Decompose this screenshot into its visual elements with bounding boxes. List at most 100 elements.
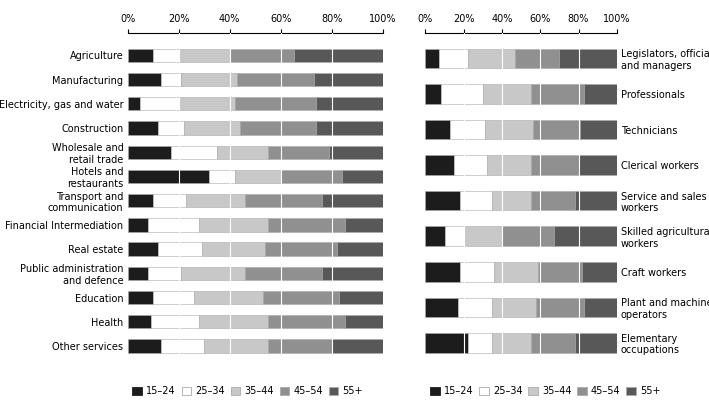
Bar (530, 191, 575, 210)
Bar (201, 242, 265, 256)
Bar (186, 194, 245, 207)
Bar (464, 227, 502, 246)
Bar (235, 170, 281, 183)
Bar (140, 97, 179, 110)
Bar (425, 120, 450, 139)
Bar (294, 48, 383, 62)
Bar (230, 48, 294, 62)
Bar (263, 291, 340, 304)
Bar (153, 194, 186, 207)
Bar (329, 145, 383, 159)
Bar (579, 155, 617, 175)
Bar (492, 333, 530, 353)
Bar (530, 155, 579, 175)
Bar (515, 48, 559, 68)
Bar (454, 155, 486, 175)
Bar (128, 97, 140, 110)
Bar (204, 339, 268, 353)
Bar (182, 267, 245, 280)
Bar (182, 73, 238, 86)
Bar (171, 145, 217, 159)
Bar (128, 218, 148, 232)
Bar (425, 227, 445, 246)
Bar (209, 170, 235, 183)
Bar (245, 267, 322, 280)
Bar (530, 333, 575, 353)
Bar (494, 262, 538, 282)
Bar (316, 97, 383, 110)
Bar (467, 48, 515, 68)
Bar (268, 315, 345, 329)
Bar (148, 267, 182, 280)
Bar (314, 73, 383, 86)
Legend: 15–24, 25–34, 35–44, 45–54, 55+: 15–24, 25–34, 35–44, 45–54, 55+ (133, 386, 363, 396)
Bar (340, 291, 383, 304)
Bar (460, 262, 494, 282)
Bar (194, 291, 263, 304)
Bar (425, 191, 460, 210)
Bar (179, 97, 235, 110)
Bar (345, 218, 383, 232)
Bar (581, 120, 617, 139)
Bar (199, 218, 268, 232)
Bar (128, 73, 161, 86)
Bar (265, 242, 337, 256)
Bar (582, 262, 617, 282)
Bar (240, 121, 316, 135)
Bar (584, 84, 617, 104)
Bar (179, 48, 230, 62)
Bar (268, 339, 332, 353)
Bar (486, 155, 530, 175)
Bar (537, 298, 584, 317)
Bar (425, 298, 458, 317)
Bar (502, 227, 554, 246)
Bar (554, 227, 617, 246)
Bar (161, 339, 204, 353)
Bar (492, 298, 537, 317)
Bar (439, 48, 467, 68)
Bar (342, 170, 383, 183)
Bar (281, 170, 342, 183)
Bar (158, 242, 201, 256)
Bar (485, 120, 532, 139)
Bar (575, 333, 617, 353)
Bar (559, 48, 617, 68)
Bar (575, 191, 617, 210)
Bar (425, 262, 460, 282)
Bar (128, 121, 158, 135)
Bar (441, 84, 483, 104)
Bar (238, 73, 314, 86)
Bar (150, 315, 199, 329)
Bar (128, 48, 153, 62)
Bar (316, 121, 383, 135)
Bar (158, 121, 184, 135)
Bar (425, 333, 467, 353)
Bar (128, 170, 209, 183)
Bar (153, 48, 179, 62)
Bar (128, 315, 150, 329)
Bar (161, 73, 182, 86)
Bar (337, 242, 383, 256)
Bar (425, 155, 454, 175)
Legend: 15–24, 25–34, 35–44, 45–54, 55+: 15–24, 25–34, 35–44, 45–54, 55+ (430, 386, 661, 396)
Bar (148, 218, 199, 232)
Bar (245, 194, 322, 207)
Bar (153, 291, 194, 304)
Bar (450, 120, 485, 139)
Bar (128, 194, 153, 207)
Bar (584, 298, 617, 317)
Bar (268, 145, 329, 159)
Bar (467, 333, 492, 353)
Bar (268, 218, 345, 232)
Bar (425, 48, 439, 68)
Bar (322, 194, 383, 207)
Bar (217, 145, 268, 159)
Bar (532, 120, 581, 139)
Bar (322, 267, 383, 280)
Bar (128, 145, 171, 159)
Bar (235, 97, 316, 110)
Bar (483, 84, 530, 104)
Bar (128, 339, 161, 353)
Bar (458, 298, 492, 317)
Bar (460, 191, 492, 210)
